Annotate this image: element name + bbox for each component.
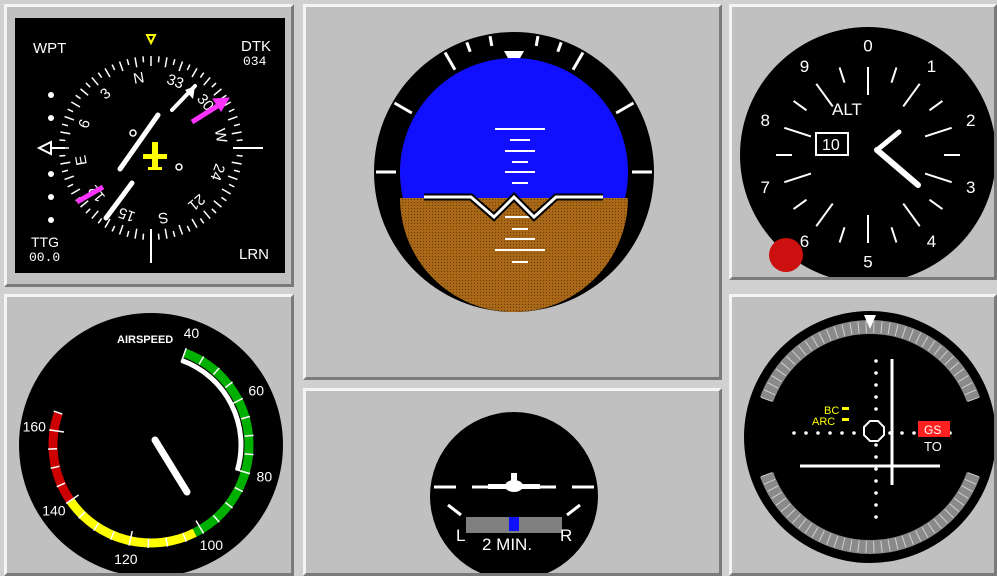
altimeter-number: 3: [966, 178, 975, 197]
adi-aircraft-symbol-icon: [424, 194, 603, 220]
altimeter-number: 7: [761, 178, 770, 197]
hsi-mode-label: LRN: [239, 246, 269, 263]
turn-coordinator-instrument: L R 2 MIN.: [430, 412, 598, 573]
kollsman-value: 10: [822, 137, 840, 154]
altimeter-number: 6: [800, 232, 809, 251]
nav-arc-label: ARC: [812, 416, 835, 428]
tc-airplane-icon: [488, 473, 540, 492]
airspeed-number: 100: [200, 537, 224, 553]
adi-bank-scale: [376, 35, 652, 174]
hsi-dtk-label: DTK: [241, 38, 271, 55]
tc-ball: [509, 517, 519, 531]
hsi-card-label: 15: [116, 203, 137, 225]
airspeed-number: 80: [257, 469, 273, 485]
nav-lubber-icon: [864, 315, 876, 329]
nav-face: [744, 311, 994, 563]
airspeed-number: 40: [184, 325, 200, 341]
kollsman-window: [815, 132, 849, 156]
altimeter-ticks: [776, 67, 960, 243]
hsi-instrument: N3330W2421S1512E63: [15, 18, 285, 273]
altimeter-number: 4: [927, 232, 936, 251]
airspeed-title: AIRSPEED: [117, 334, 173, 346]
altimeter-number: 1: [927, 57, 936, 76]
altimeter-number: 9: [800, 57, 809, 76]
hsi-ttg-value: 00.0: [29, 250, 60, 265]
airspeed-ticks: [48, 347, 254, 548]
adi-ground: [400, 198, 628, 312]
altimeter-label: ALT: [832, 100, 862, 119]
altimeter-number: 2: [966, 111, 975, 130]
hsi-lubber-marker: [145, 34, 157, 46]
hsi-dtk-value: 034: [243, 54, 267, 69]
airspeed-color-arcs: [48, 348, 254, 548]
hsi-course-arrow-icon: [185, 86, 195, 99]
tc-right-label: R: [560, 526, 572, 545]
attitude-instrument: [374, 32, 654, 312]
altimeter-hands: [874, 129, 921, 188]
tc-time-label: 2 MIN.: [482, 535, 532, 554]
hsi-bearing-pointer: [75, 97, 230, 205]
altimeter-instrument: 0 1 2 3 4 5 6 7 8 9 ALT 10: [740, 27, 994, 277]
nav-bc-label: BC: [824, 405, 839, 417]
nav-panel: BC ARC GS TO: [729, 294, 997, 576]
hsi-card-label: N: [132, 69, 146, 88]
hsi-airplane-icon: [143, 142, 167, 170]
tc-marks: [434, 485, 594, 517]
turn-coordinator-panel: L R 2 MIN.: [303, 388, 722, 576]
hsi-card-label: S: [157, 208, 170, 226]
hsi-panel: N3330W2421S1512E63: [4, 4, 294, 287]
nav-to-from: TO: [924, 439, 942, 454]
hsi-ttg-label: TTG: [31, 234, 59, 250]
altimeter-number: 0: [863, 36, 872, 55]
altimeter-number: 5: [863, 252, 872, 271]
hsi-compass-ticks: [59, 56, 243, 240]
adi-pitch-ladder: [495, 128, 545, 263]
alarm-indicator: [769, 238, 803, 272]
nav-gs-flag: [918, 421, 950, 437]
nav-gs-label: GS: [924, 423, 941, 437]
airspeed-number: 140: [42, 503, 66, 519]
airspeed-panel: 40 60 80 100 120 140 160 AIRSPEED: [4, 294, 294, 576]
hsi-card-label: E: [72, 154, 90, 167]
hsi-card-label: W: [211, 127, 230, 145]
altimeter-panel: 0 1 2 3 4 5 6 7 8 9 ALT 10: [729, 4, 997, 280]
tc-left-label: L: [456, 526, 465, 545]
hsi-compass-labels: N3330W2421S1512E63: [72, 69, 230, 226]
hsi-deviation-dots: [48, 92, 54, 223]
airspeed-numbers: 40 60 80 100 120 140 160: [23, 325, 273, 567]
altimeter-face: [740, 27, 994, 277]
airspeed-number: 120: [114, 551, 138, 567]
hsi-card-label: 33: [164, 71, 185, 93]
nav-center-circle: [863, 420, 885, 442]
nav-instrument: BC ARC GS TO: [744, 311, 994, 563]
altimeter-numbers: 0 1 2 3 4 5 6 7 8 9: [761, 36, 976, 271]
airspeed-number: 160: [23, 418, 47, 434]
airspeed-number: 60: [248, 382, 264, 398]
airspeed-instrument: 40 60 80 100 120 140 160 AIRSPEED: [19, 313, 283, 573]
attitude-panel: [303, 4, 722, 380]
hsi-wpt-label: WPT: [33, 40, 66, 57]
airspeed-needle: [151, 436, 191, 496]
hsi-card-label: 24: [206, 161, 228, 182]
altimeter-number: 8: [761, 111, 770, 130]
